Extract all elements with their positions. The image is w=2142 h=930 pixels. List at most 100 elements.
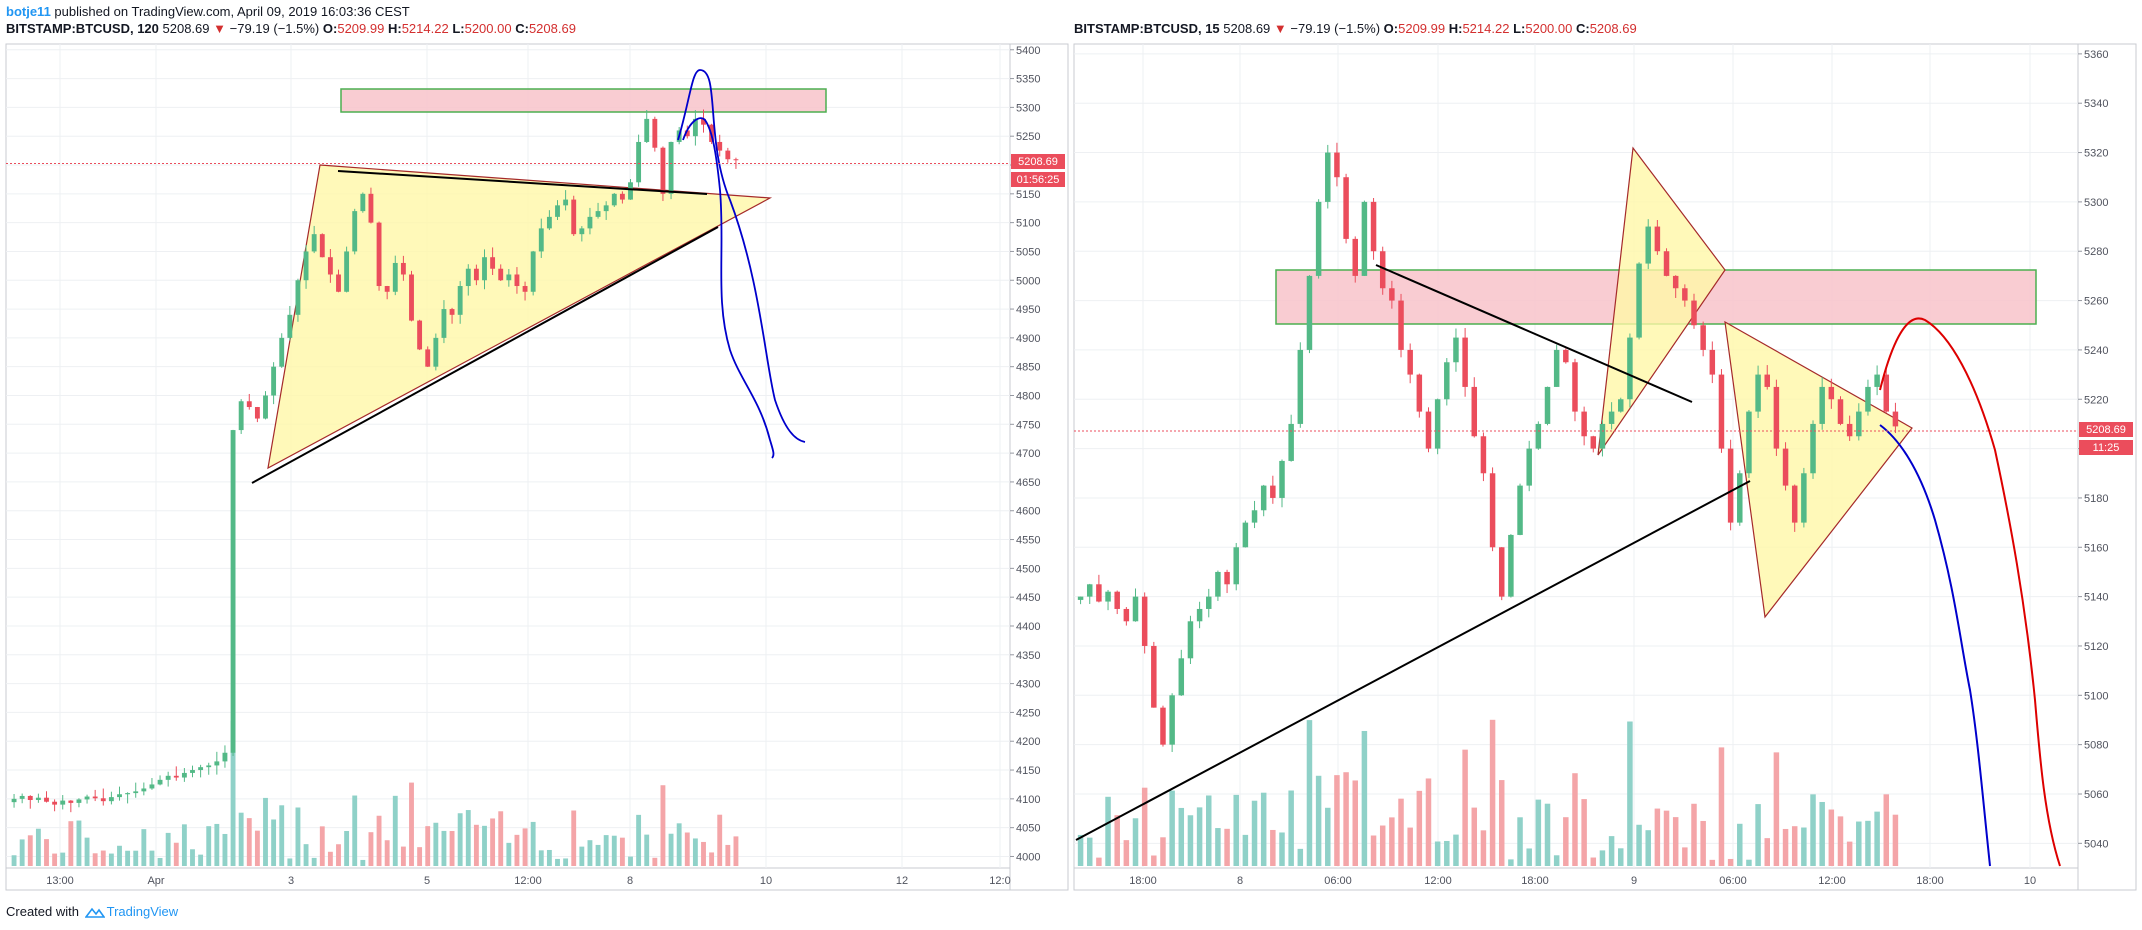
candle-body bbox=[1077, 596, 1084, 600]
candle-body bbox=[246, 401, 252, 408]
volume-bar bbox=[1132, 818, 1139, 866]
volume-bar bbox=[506, 842, 512, 866]
triangle-pattern-2[interactable] bbox=[1724, 320, 1913, 619]
low-value: 5200.00 bbox=[1525, 21, 1573, 36]
y-tick-label: 5080 bbox=[2084, 740, 2108, 752]
volume-bar bbox=[1105, 796, 1111, 866]
volume-bar bbox=[465, 810, 471, 866]
volume-bar bbox=[392, 795, 398, 866]
volume-bar bbox=[100, 850, 106, 866]
candle-body bbox=[603, 205, 609, 212]
projection-path-1[interactable] bbox=[677, 69, 806, 443]
high-label: H: bbox=[387, 21, 402, 36]
ascending-trendline[interactable] bbox=[1075, 480, 1751, 841]
candle-body bbox=[1874, 374, 1880, 387]
volume-bar bbox=[717, 814, 723, 866]
candle-timer-tag bbox=[1011, 172, 1065, 187]
candle-timer-tag bbox=[2079, 440, 2133, 455]
volume-bar bbox=[1737, 823, 1743, 866]
low-label: L: bbox=[1513, 21, 1526, 36]
tradingview-link[interactable]: TradingView bbox=[106, 904, 179, 919]
volume-bar bbox=[246, 818, 252, 866]
candle-body bbox=[409, 274, 414, 321]
candle-body bbox=[1233, 547, 1239, 585]
volume-bar bbox=[1810, 794, 1816, 866]
candle-body bbox=[1801, 473, 1807, 523]
candle-body bbox=[1773, 386, 1780, 449]
y-tick-label: 5280 bbox=[2084, 246, 2108, 258]
candle-body bbox=[1123, 608, 1130, 622]
volume-bar bbox=[76, 820, 82, 866]
candle-body bbox=[1270, 485, 1276, 498]
candle-body bbox=[457, 286, 463, 315]
volume-bar bbox=[1535, 799, 1542, 866]
volume-bar bbox=[1361, 730, 1368, 866]
candle-body bbox=[1160, 707, 1166, 745]
volume-bar bbox=[514, 834, 520, 866]
volume-bar bbox=[1727, 858, 1734, 866]
candle-body bbox=[1096, 584, 1102, 602]
volume-bar bbox=[344, 830, 350, 866]
candle-body bbox=[1746, 411, 1752, 474]
volume-bar bbox=[482, 825, 487, 866]
y-tick-label: 5320 bbox=[2084, 148, 2108, 160]
alternate-projection-path[interactable] bbox=[1879, 317, 2061, 867]
volume-bar bbox=[538, 850, 544, 866]
candle-body bbox=[384, 286, 390, 292]
resistance-zone[interactable] bbox=[340, 88, 827, 113]
volume-bar bbox=[1169, 790, 1175, 866]
candle-body bbox=[19, 795, 25, 799]
volume-bar bbox=[676, 823, 682, 866]
volume-bar bbox=[52, 853, 58, 866]
volume-bar bbox=[1151, 855, 1157, 866]
low-label: L: bbox=[452, 21, 465, 36]
triangle-pattern[interactable] bbox=[267, 164, 773, 470]
volume-bar bbox=[198, 854, 204, 866]
chart-panel-15[interactable]: 5040506050805100512051405160518052005220… bbox=[1073, 43, 2137, 891]
volume-bar bbox=[1306, 720, 1313, 866]
volume-bar bbox=[1563, 817, 1569, 866]
candle-body bbox=[173, 775, 179, 778]
volume-bar bbox=[684, 832, 690, 866]
y-tick-label: 4250 bbox=[1016, 707, 1040, 719]
y-tick-label: 4800 bbox=[1016, 390, 1040, 402]
y-tick-label: 4600 bbox=[1016, 506, 1040, 518]
y-tick-label: 4750 bbox=[1016, 419, 1040, 431]
candle-body bbox=[84, 796, 90, 800]
candle-body bbox=[181, 772, 187, 778]
volume-bar bbox=[1599, 850, 1606, 866]
y-tick-label: 5220 bbox=[2084, 394, 2108, 406]
y-tick-label: 5300 bbox=[2084, 197, 2108, 209]
descending-trendline[interactable] bbox=[1375, 264, 1693, 403]
y-tick-label: 4650 bbox=[1016, 477, 1040, 489]
projection-path-2[interactable] bbox=[682, 117, 775, 459]
volume-bar bbox=[733, 836, 739, 866]
candle-body bbox=[482, 257, 487, 281]
volume-bar bbox=[546, 849, 552, 866]
lower-trendline[interactable] bbox=[251, 226, 719, 484]
candle-body bbox=[498, 268, 504, 281]
candle-body bbox=[1682, 288, 1688, 301]
author-link[interactable]: botje11 bbox=[6, 4, 51, 19]
candle-body bbox=[336, 274, 341, 292]
y-tick-label: 4850 bbox=[1016, 362, 1040, 374]
volume-bar bbox=[384, 840, 390, 866]
y-tick-label: 4900 bbox=[1016, 333, 1040, 345]
volume-bar bbox=[1498, 780, 1505, 866]
upper-trendline[interactable] bbox=[337, 170, 708, 195]
volume-bar bbox=[587, 840, 593, 866]
candle-body bbox=[149, 784, 155, 789]
bearish-projection-path[interactable] bbox=[1879, 424, 1991, 867]
candle-body bbox=[100, 798, 106, 802]
chart-panel-120[interactable]: 4000 4050 4100 4150 4200 4250 4300 4350 4400 4450… bbox=[5, 43, 1069, 891]
candle-body bbox=[214, 761, 220, 766]
y-tick-label: 4150 bbox=[1016, 765, 1040, 777]
volume-bar bbox=[1581, 799, 1587, 866]
volume-bar bbox=[1746, 859, 1752, 866]
volume-bar bbox=[133, 850, 139, 866]
candle-body bbox=[1819, 386, 1825, 424]
volume-bar bbox=[1279, 832, 1285, 866]
y-tick-label: 4300 bbox=[1016, 679, 1040, 691]
volume-bar bbox=[1691, 803, 1697, 866]
